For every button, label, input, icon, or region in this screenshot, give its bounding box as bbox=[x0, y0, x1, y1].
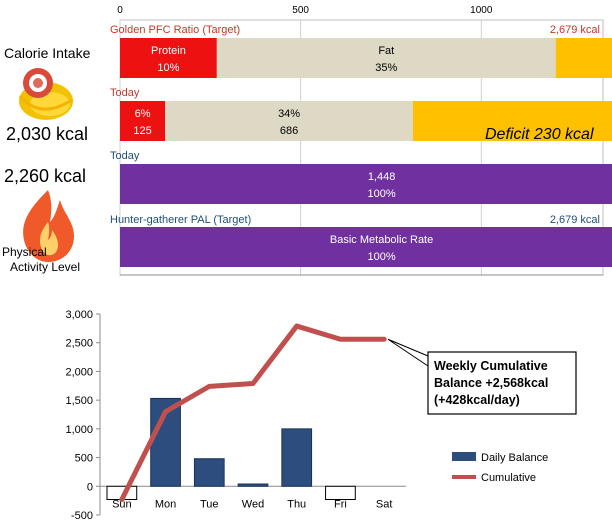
legend-label-cumulative: Cumulative bbox=[481, 472, 536, 484]
segment-pct: 35% bbox=[375, 62, 397, 74]
burn-value: 2,260 kcal bbox=[4, 166, 86, 186]
daily-balance-bar bbox=[281, 428, 313, 487]
x-tick-label: Fri bbox=[334, 498, 347, 510]
callout-text: Weekly Cumulative bbox=[434, 359, 548, 373]
x-tick-label: 500 bbox=[292, 5, 309, 16]
callout-text: (+428kcal/day) bbox=[434, 393, 520, 407]
callout-pointer bbox=[387, 338, 429, 377]
y-tick-label: 0 bbox=[87, 481, 93, 493]
segment-pct: 100% bbox=[368, 251, 396, 263]
daily-balance-bar bbox=[237, 483, 269, 487]
meat-fruit-icon bbox=[18, 68, 73, 120]
x-tick-label: Mon bbox=[155, 498, 176, 510]
segment-value: 1,448 bbox=[368, 171, 396, 183]
bar-segment bbox=[120, 164, 612, 204]
flame-icon bbox=[23, 190, 74, 262]
x-tick-label: Sun bbox=[112, 498, 132, 510]
segment-pct: 10% bbox=[157, 62, 179, 74]
y-tick-label: 2,000 bbox=[65, 366, 93, 378]
calorie-intake-value: 2,030 kcal bbox=[6, 124, 88, 144]
horizontal-chart: 05001000150020002500Golden PFC Ratio (Ta… bbox=[110, 5, 612, 276]
segment-name: Fat bbox=[378, 45, 394, 57]
pal-label-line2: Activity Level bbox=[10, 260, 80, 274]
x-tick-label: Sat bbox=[376, 498, 393, 510]
bar-segment bbox=[120, 101, 166, 141]
segment-pct: 100% bbox=[368, 188, 396, 200]
row-title: Today bbox=[110, 87, 140, 99]
bar-segment bbox=[216, 38, 556, 78]
row-total-label: 2,679 kcal bbox=[550, 24, 600, 36]
bar-segment bbox=[555, 38, 612, 78]
y-tick-label: 1,500 bbox=[65, 395, 93, 407]
row-total-label: 2,679 kcal bbox=[550, 214, 600, 226]
callout-text: Balance +2,568kcal bbox=[434, 376, 548, 390]
bar-segment bbox=[413, 101, 612, 141]
y-tick-label: 500 bbox=[75, 453, 93, 465]
cumulative-line bbox=[119, 323, 387, 502]
legend-swatch-daily-balance bbox=[452, 452, 476, 461]
x-tick-label: 0 bbox=[117, 5, 123, 16]
callout-box bbox=[427, 351, 577, 415]
x-tick-label: Tue bbox=[200, 498, 219, 510]
row-title: Today bbox=[110, 150, 140, 162]
row-title: Golden PFC Ratio (Target) bbox=[110, 24, 240, 36]
bar-segment bbox=[120, 227, 612, 267]
y-tick-label: 3,000 bbox=[65, 309, 93, 321]
row-title: Hunter-gatherer PAL (Target) bbox=[110, 214, 251, 226]
segment-value: 686 bbox=[280, 125, 298, 137]
y-tick-label: 2,500 bbox=[65, 338, 93, 350]
pal-label-line1: Physical bbox=[2, 245, 47, 259]
weekly-chart: -500 0 500 1,000 1,500 2,000 2,500 3,000 Sun Mon T… bbox=[65, 309, 577, 520]
y-tick-label: -500 bbox=[71, 510, 93, 520]
y-tick-label: 1,000 bbox=[65, 424, 93, 436]
x-tick-label: 1000 bbox=[470, 5, 493, 16]
x-tick-label: Thu bbox=[287, 498, 306, 510]
daily-balance-bar bbox=[193, 458, 225, 487]
bar-segment bbox=[120, 38, 217, 78]
calorie-intake-label: Calorie Intake bbox=[4, 45, 91, 61]
x-tick-label: Wed bbox=[242, 498, 264, 510]
segment-name: Protein bbox=[151, 45, 186, 57]
segment-name: Basic Metabolic Rate bbox=[330, 234, 433, 246]
segment-value: 125 bbox=[133, 125, 151, 137]
daily-balance-bar bbox=[325, 485, 356, 500]
bar-segment bbox=[165, 101, 414, 141]
legend-label-daily-balance: Daily Balance bbox=[481, 452, 548, 464]
segment-pct: 34% bbox=[278, 108, 300, 120]
deficit-label: Deficit 230 kcal bbox=[485, 126, 594, 143]
segment-pct: 6% bbox=[135, 108, 151, 120]
